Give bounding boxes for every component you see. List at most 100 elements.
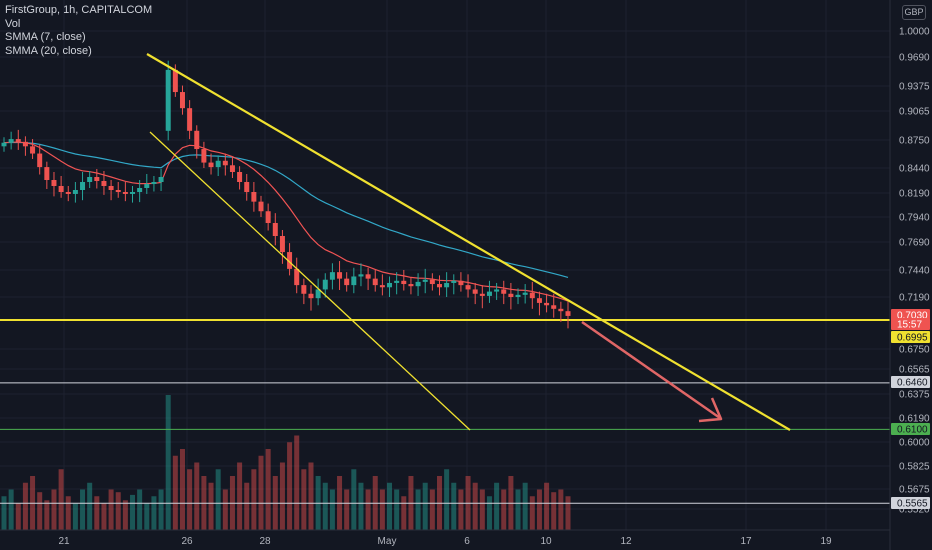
y-tick-label: 0.9065 [899, 107, 930, 118]
smma7-path [3, 141, 569, 302]
price-label-text: 0.6995 [897, 333, 928, 344]
volume-bar [544, 482, 550, 530]
volume-bar [358, 482, 364, 530]
volume-bar [215, 469, 221, 530]
price-label-text: 0.6460 [897, 378, 928, 389]
candle-body [122, 192, 128, 194]
volume-bar [529, 496, 535, 530]
volume-bar [258, 455, 264, 530]
trendlines[interactable] [146, 53, 791, 431]
volume-bar [565, 496, 571, 530]
currency-badge[interactable]: GBP [902, 5, 926, 20]
candle-body [422, 279, 428, 282]
volume-bar [515, 489, 521, 530]
trendline-lower [149, 131, 471, 431]
volume-bar [144, 503, 150, 530]
candle-body [351, 276, 357, 286]
volume-bar [415, 489, 421, 530]
volume-bar [37, 492, 43, 530]
volume-bar [494, 482, 500, 530]
candle-body [565, 311, 571, 316]
volume-bar [244, 482, 250, 530]
time-axis[interactable]: 21 26 28 May 6 10 12 17 19 [0, 529, 890, 547]
price-label-text: 0.6100 [897, 425, 928, 436]
candle-body [108, 186, 114, 190]
volume-bar [558, 489, 564, 530]
y-tick-label: 0.7190 [899, 293, 930, 304]
candle-body [144, 184, 150, 188]
volume-bar [522, 482, 528, 530]
price-axis[interactable]: 1.0000 0.9690 0.9375 0.9065 0.8750 0.8440 0.81… [889, 0, 930, 550]
volume-bar [472, 482, 478, 530]
candle-body [172, 69, 178, 93]
grid-lines [0, 0, 890, 530]
volume-bar [486, 496, 492, 530]
candle-body [451, 280, 457, 283]
y-tick-label: 0.6750 [899, 345, 930, 356]
candle-body [401, 280, 407, 285]
candle-body [508, 293, 514, 297]
smma20-line [3, 141, 569, 278]
x-tick-label: 21 [58, 536, 70, 547]
y-tick-label: 0.6565 [899, 365, 930, 376]
candle-body [472, 289, 478, 294]
candle-body [229, 165, 235, 172]
volume-bar [151, 496, 157, 530]
volume-bar [51, 489, 57, 530]
candle-body [465, 285, 471, 290]
y-tick-label: 0.5675 [899, 485, 930, 496]
candle-body [15, 139, 21, 142]
volume-bar [115, 492, 121, 530]
candle-body [501, 289, 507, 294]
volume-bar [351, 469, 357, 530]
y-tick-label: 0.7940 [899, 213, 930, 224]
x-tick-label: 28 [259, 536, 271, 547]
y-tick-label: 0.5520 [899, 505, 930, 516]
candle-body [494, 289, 500, 292]
candle-body [486, 291, 492, 296]
candle-body [94, 177, 100, 181]
volume-bar [80, 489, 86, 530]
candle-body [408, 284, 414, 287]
legend-smma7[interactable]: SMMA (7, close) [5, 31, 86, 43]
down-arrow[interactable] [581, 320, 723, 423]
volume-bar [72, 503, 78, 530]
y-tick-label: 0.7440 [899, 266, 930, 277]
volume-bar [94, 496, 100, 530]
legend-symbol[interactable]: FirstGroup, 1h, CAPITALCOM [5, 4, 153, 16]
legend-volume[interactable]: Vol [5, 17, 21, 30]
candle-body [65, 192, 71, 194]
x-tick-label: 12 [620, 536, 632, 547]
volume-bar [251, 469, 257, 530]
candle-body [22, 141, 28, 147]
candle-body [8, 139, 14, 143]
x-tick-label: 17 [740, 536, 752, 547]
price-label-bg [891, 331, 930, 343]
candle-body [87, 177, 93, 182]
y-tick-label: 0.8440 [899, 164, 930, 175]
horizontal-levels[interactable] [0, 319, 890, 504]
volume-bar [451, 482, 457, 530]
volume-bar [158, 489, 164, 530]
volume-bar [172, 455, 178, 530]
legend-smma20[interactable]: SMMA (20, close) [5, 44, 92, 57]
candle-body [115, 190, 121, 192]
price-label-text: 15:57 [897, 320, 922, 331]
candle-body [387, 282, 393, 288]
candle-body [244, 182, 250, 192]
candle-body [51, 180, 57, 186]
volume-bar [387, 482, 393, 530]
volume-bar [479, 489, 485, 530]
y-tick-label: 0.7690 [899, 238, 930, 249]
candle-body [322, 279, 328, 290]
candle-body [479, 293, 485, 296]
candle-body [158, 177, 164, 182]
volume-bar [187, 469, 193, 530]
y-tick-label: 0.9375 [899, 82, 930, 93]
candle-body [215, 160, 221, 168]
candle-body [329, 272, 335, 280]
candle-body [344, 278, 350, 286]
